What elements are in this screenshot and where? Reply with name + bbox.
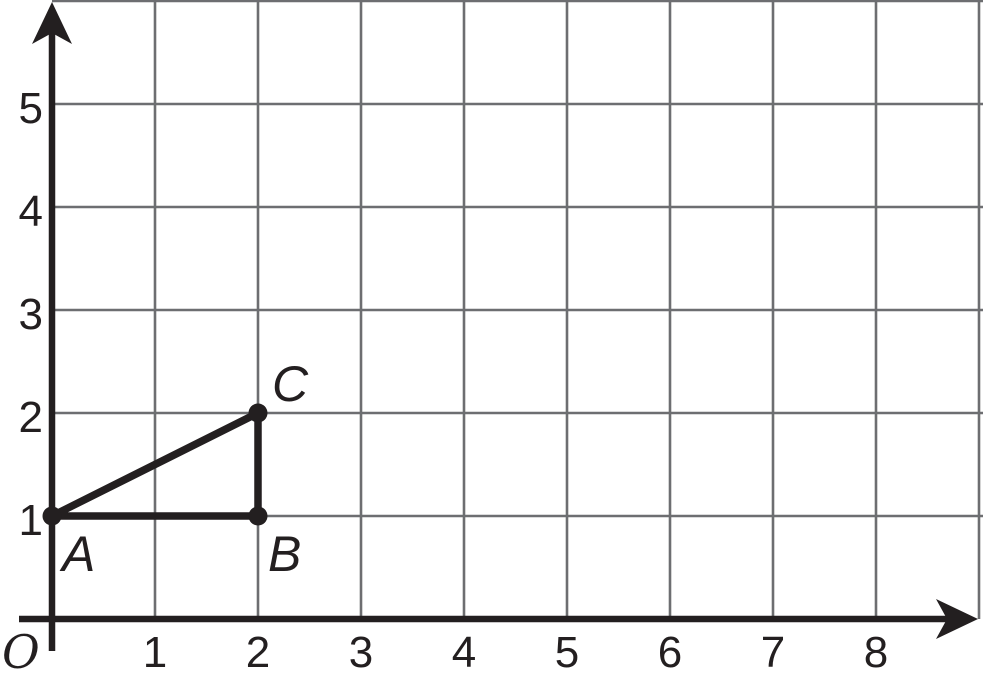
y-tick-label: 5: [19, 84, 43, 133]
x-tick-label: 7: [761, 628, 785, 677]
x-tick-label: 6: [658, 628, 682, 677]
x-tick-label: 1: [143, 628, 167, 677]
x-tick-label: 2: [246, 628, 270, 677]
y-tick-label: 3: [19, 290, 43, 339]
y-tick-label: 1: [19, 496, 43, 545]
vertex-dot-B: [248, 506, 268, 526]
vertex-dot-A: [42, 506, 62, 526]
vertex-dot-C: [248, 403, 268, 423]
y-axis-arrow-icon: [32, 2, 72, 44]
y-tick-label: 4: [19, 187, 43, 236]
vertex-label-B: B: [268, 526, 301, 582]
origin-label: O: [2, 625, 40, 679]
vertex-label-A: A: [59, 526, 95, 582]
x-tick-label: 3: [349, 628, 373, 677]
x-axis-arrow-icon: [936, 599, 978, 639]
x-tick-label: 8: [864, 628, 888, 677]
vertex-label-C: C: [272, 356, 309, 412]
y-tick-label: 2: [19, 393, 43, 442]
triangle-outline: [48, 409, 262, 520]
x-tick-label: 5: [555, 628, 579, 677]
x-tick-label: 4: [452, 628, 476, 677]
